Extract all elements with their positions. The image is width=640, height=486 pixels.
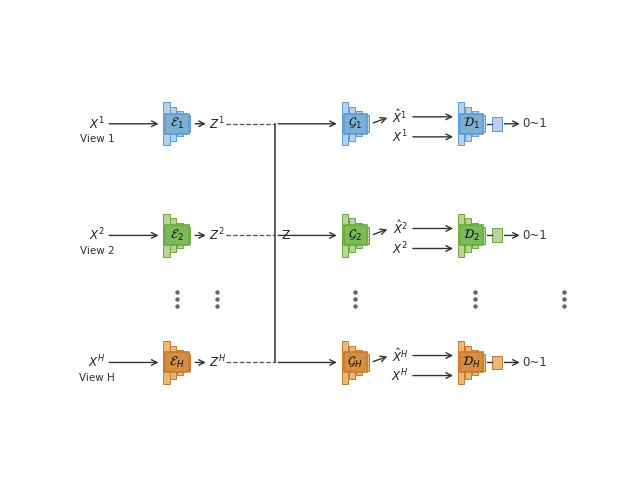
Bar [355,350,362,375]
Bar [355,223,362,248]
Text: $\hat{X}^{H}$: $\hat{X}^{H}$ [392,347,408,364]
Text: $\hat{X}^{2}$: $\hat{X}^{2}$ [392,220,408,238]
Text: $X^{H}$: $X^{H}$ [88,354,106,371]
Text: $Z^{2}$: $Z^{2}$ [209,227,225,243]
Bar [460,114,483,134]
Bar [362,115,369,132]
Bar [479,115,485,132]
Text: View 2: View 2 [80,246,115,256]
Bar [165,114,189,134]
Bar [479,354,485,371]
Bar [342,341,348,384]
Bar [492,228,502,243]
Bar [349,219,355,252]
Bar [163,102,170,145]
Bar [344,352,367,372]
Bar [184,354,191,371]
Text: $X^{2}$: $X^{2}$ [89,227,105,243]
Bar [460,352,483,372]
Text: $\mathcal{G}_{1}$: $\mathcal{G}_{1}$ [348,116,362,131]
Bar [177,111,184,136]
Bar [492,117,502,131]
Text: View H: View H [79,373,115,383]
Bar [479,227,485,244]
Bar [355,111,362,136]
Text: $X^{2}$: $X^{2}$ [392,240,408,257]
Bar [458,214,464,257]
Text: Z: Z [282,229,291,242]
Bar [465,219,471,252]
Bar [170,346,177,380]
Bar [465,346,471,380]
Text: $\mathcal{D}_{1}$: $\mathcal{D}_{1}$ [463,116,480,131]
Bar [344,114,367,134]
Text: $\mathcal{D}_{H}$: $\mathcal{D}_{H}$ [462,355,481,370]
Bar [492,356,502,369]
Text: View 1: View 1 [80,134,115,144]
Bar [165,226,189,245]
Bar [170,107,177,141]
Bar [472,111,478,136]
Text: $\mathcal{D}_{2}$: $\mathcal{D}_{2}$ [463,228,480,243]
Bar [163,341,170,384]
Text: 0~1: 0~1 [522,356,547,369]
Text: $\hat{X}^{1}$: $\hat{X}^{1}$ [392,108,408,126]
Text: $Z^{1}$: $Z^{1}$ [209,116,225,132]
Text: 0~1: 0~1 [522,117,547,130]
Bar [458,341,464,384]
Bar [177,223,184,248]
Bar [170,219,177,252]
Text: $Z^{H}$: $Z^{H}$ [209,354,226,371]
Bar [349,107,355,141]
Text: $X^{1}$: $X^{1}$ [89,116,105,132]
Text: $\mathcal{G}_{2}$: $\mathcal{G}_{2}$ [348,228,362,243]
Bar [460,226,483,245]
Bar [465,107,471,141]
Bar [344,226,367,245]
Bar [472,223,478,248]
Bar [362,227,369,244]
Text: $\mathcal{E}_{1}$: $\mathcal{E}_{1}$ [170,116,184,131]
Text: $X^{H}$: $X^{H}$ [392,367,409,384]
Bar [177,350,184,375]
Text: $\mathcal{E}_{H}$: $\mathcal{E}_{H}$ [169,355,184,370]
Bar [163,214,170,257]
Bar [342,102,348,145]
Bar [362,354,369,371]
Text: $\mathcal{G}_{H}$: $\mathcal{G}_{H}$ [348,355,363,370]
Bar [184,227,191,244]
Text: $\mathcal{E}_{2}$: $\mathcal{E}_{2}$ [170,228,184,243]
Bar [165,352,189,372]
Bar [184,115,191,132]
Bar [349,346,355,380]
Text: 0~1: 0~1 [522,229,547,242]
Bar [472,350,478,375]
Bar [458,102,464,145]
Bar [342,214,348,257]
Text: $X^{1}$: $X^{1}$ [392,129,408,145]
